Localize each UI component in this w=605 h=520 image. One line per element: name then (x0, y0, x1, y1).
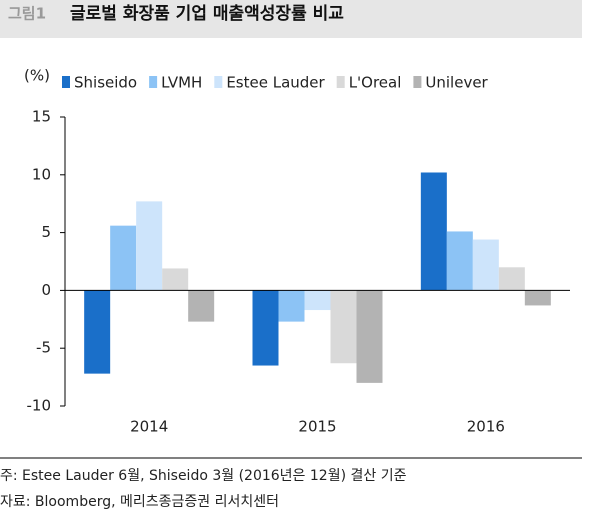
x-tick-label: 2014 (130, 418, 168, 436)
legend-label: Estee Lauder (226, 74, 325, 92)
x-tick-label: 2016 (467, 418, 505, 436)
bar (278, 290, 305, 322)
bar (498, 267, 525, 291)
legend-label: LVMH (161, 74, 202, 92)
figure-label: 그림1 (8, 5, 46, 23)
y-unit: (%) (24, 67, 50, 85)
legend-swatch (413, 76, 422, 88)
legend-swatch (214, 76, 223, 88)
legend-label: L'Oreal (349, 74, 402, 92)
bar (524, 290, 551, 306)
bar (330, 290, 357, 364)
y-tick-label: 0 (41, 281, 51, 299)
bar (162, 268, 189, 291)
note: 주: Estee Lauder 6월, Shiseido 3월 (2016년은 … (0, 468, 407, 484)
chart-title: 글로벌 화장품 기업 매출액성장률 비교 (70, 4, 344, 24)
y-tick-label: 10 (32, 165, 51, 183)
x-tick-label: 2015 (298, 418, 336, 436)
bar (84, 290, 111, 374)
legend-swatch (149, 76, 158, 88)
legend-label: Unilever (425, 74, 488, 92)
note: 자료: Bloomberg, 메리츠종금증권 리서치센터 (0, 494, 279, 510)
bar (446, 231, 473, 291)
bar (420, 172, 447, 291)
bar (356, 290, 383, 383)
y-tick-label: -10 (27, 397, 52, 415)
y-tick-label: 15 (32, 108, 51, 126)
bar (472, 239, 499, 291)
legend-label: Shiseido (74, 74, 137, 92)
bar (110, 225, 137, 291)
y-tick-label: -5 (36, 339, 51, 357)
legend-swatch (336, 76, 345, 88)
bar (304, 290, 331, 311)
title-bar (0, 0, 582, 38)
legend-swatch (62, 76, 70, 88)
bar (188, 290, 215, 322)
bar (136, 201, 163, 291)
y-tick-label: 5 (41, 223, 51, 241)
bar (252, 290, 279, 366)
